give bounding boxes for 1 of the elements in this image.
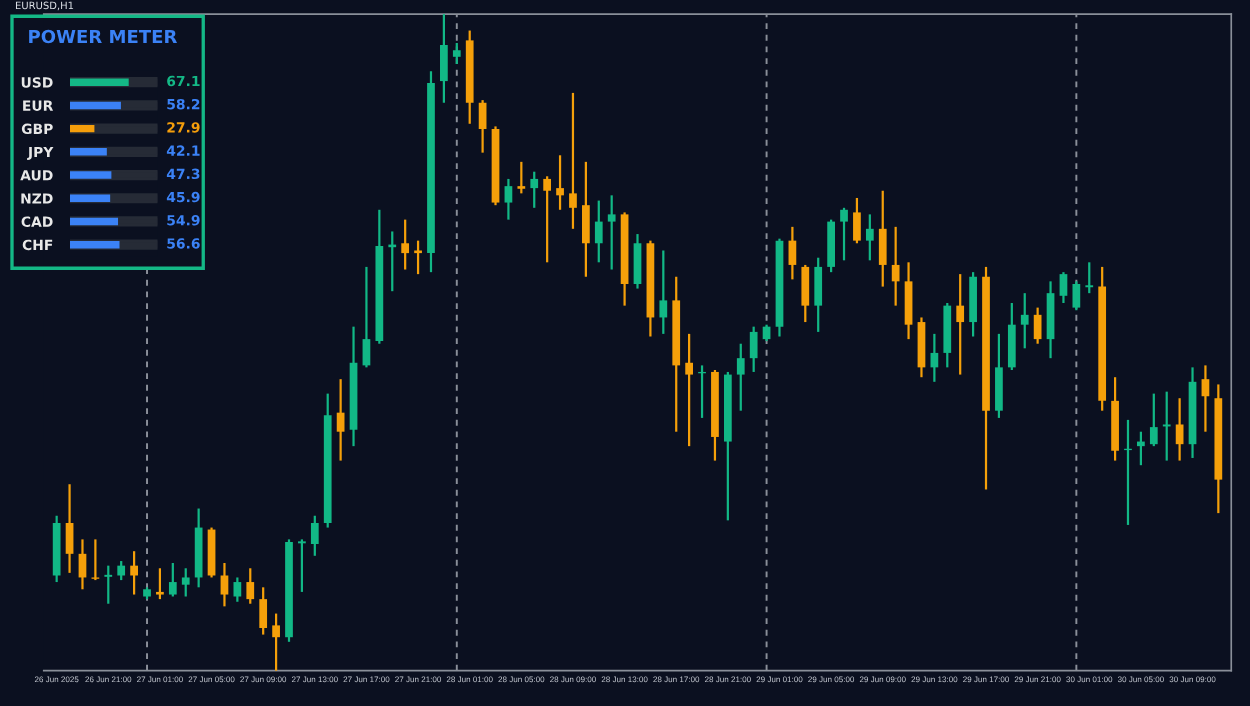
chart-title: POWER METER <box>29 29 178 44</box>
